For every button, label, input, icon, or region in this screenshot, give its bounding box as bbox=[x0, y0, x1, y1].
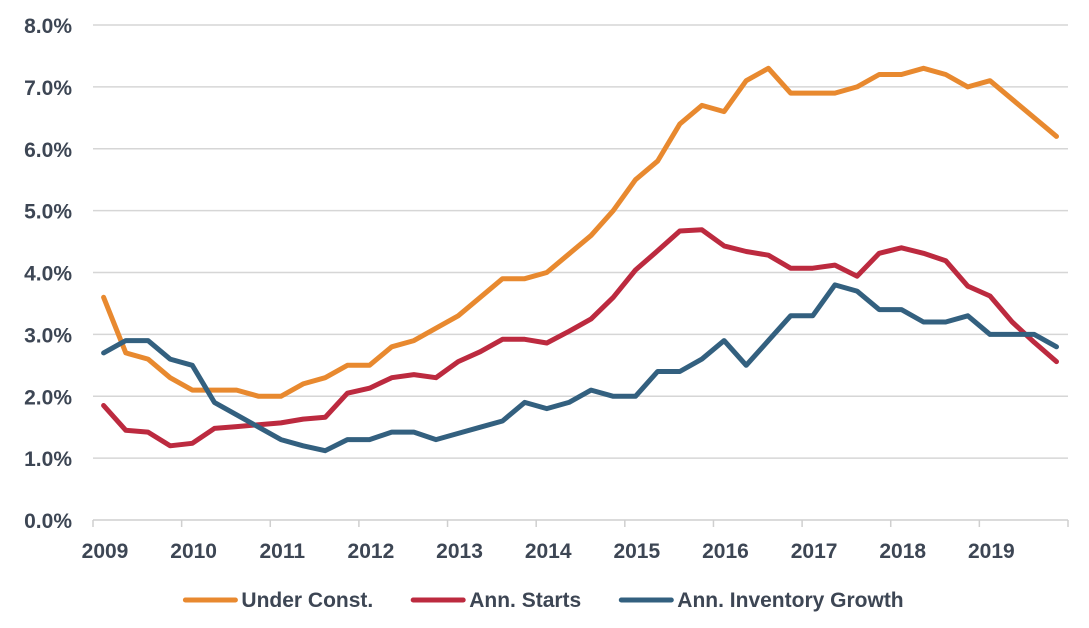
x-axis-tick-labels: 2009 2010 2011 2012 2013 2014 2015 2016 2017 2018… bbox=[82, 540, 1015, 563]
y-axis-tick-labels: 0.0% 1.0% 2.0% 3.0% 4.0% 5.0% 6.0% 7.0% 8.0% bbox=[24, 15, 72, 533]
series-line-under-const bbox=[101, 65, 1059, 399]
x-tick-label: 2009 bbox=[82, 540, 129, 563]
legend-item-under-const: Under Const. bbox=[182, 589, 373, 612]
y-tick-label: 6.0% bbox=[24, 139, 72, 162]
series-lines bbox=[101, 65, 1059, 454]
legend: Under Const. Ann. Starts Ann. Inventory Gr… bbox=[182, 589, 904, 612]
x-tick-label: 2012 bbox=[348, 540, 395, 563]
y-tick-label: 1.0% bbox=[24, 448, 72, 471]
series-line-ann-inventory-growth bbox=[101, 282, 1059, 454]
x-tick-label: 2016 bbox=[702, 540, 749, 563]
x-tick-label: 2014 bbox=[525, 540, 572, 563]
y-tick-label: 2.0% bbox=[24, 386, 72, 409]
y-tick-label: 7.0% bbox=[24, 77, 72, 100]
x-tick-label: 2013 bbox=[436, 540, 483, 563]
x-tick-label: 2010 bbox=[170, 540, 217, 563]
x-tick-label: 2017 bbox=[791, 540, 838, 563]
y-tick-label: 3.0% bbox=[24, 324, 72, 347]
legend-item-ann-starts: Ann. Starts bbox=[410, 589, 581, 612]
x-axis bbox=[92, 519, 1069, 527]
legend-label: Under Const. bbox=[241, 589, 373, 612]
legend-label: Ann. Starts bbox=[469, 589, 581, 612]
x-tick-label: 2011 bbox=[259, 540, 305, 563]
x-tick-label: 2015 bbox=[613, 540, 660, 563]
x-tick-label: 2018 bbox=[879, 540, 926, 563]
legend-label: Ann. Inventory Growth bbox=[677, 589, 903, 612]
y-tick-label: 4.0% bbox=[24, 263, 72, 286]
series-line-ann-starts bbox=[101, 227, 1059, 449]
y-tick-label: 0.0% bbox=[24, 510, 72, 533]
y-tick-label: 8.0% bbox=[24, 15, 72, 38]
y-tick-label: 5.0% bbox=[24, 201, 72, 224]
x-tick-label: 2019 bbox=[968, 540, 1015, 563]
legend-item-ann-inventory-growth: Ann. Inventory Growth bbox=[618, 589, 904, 612]
